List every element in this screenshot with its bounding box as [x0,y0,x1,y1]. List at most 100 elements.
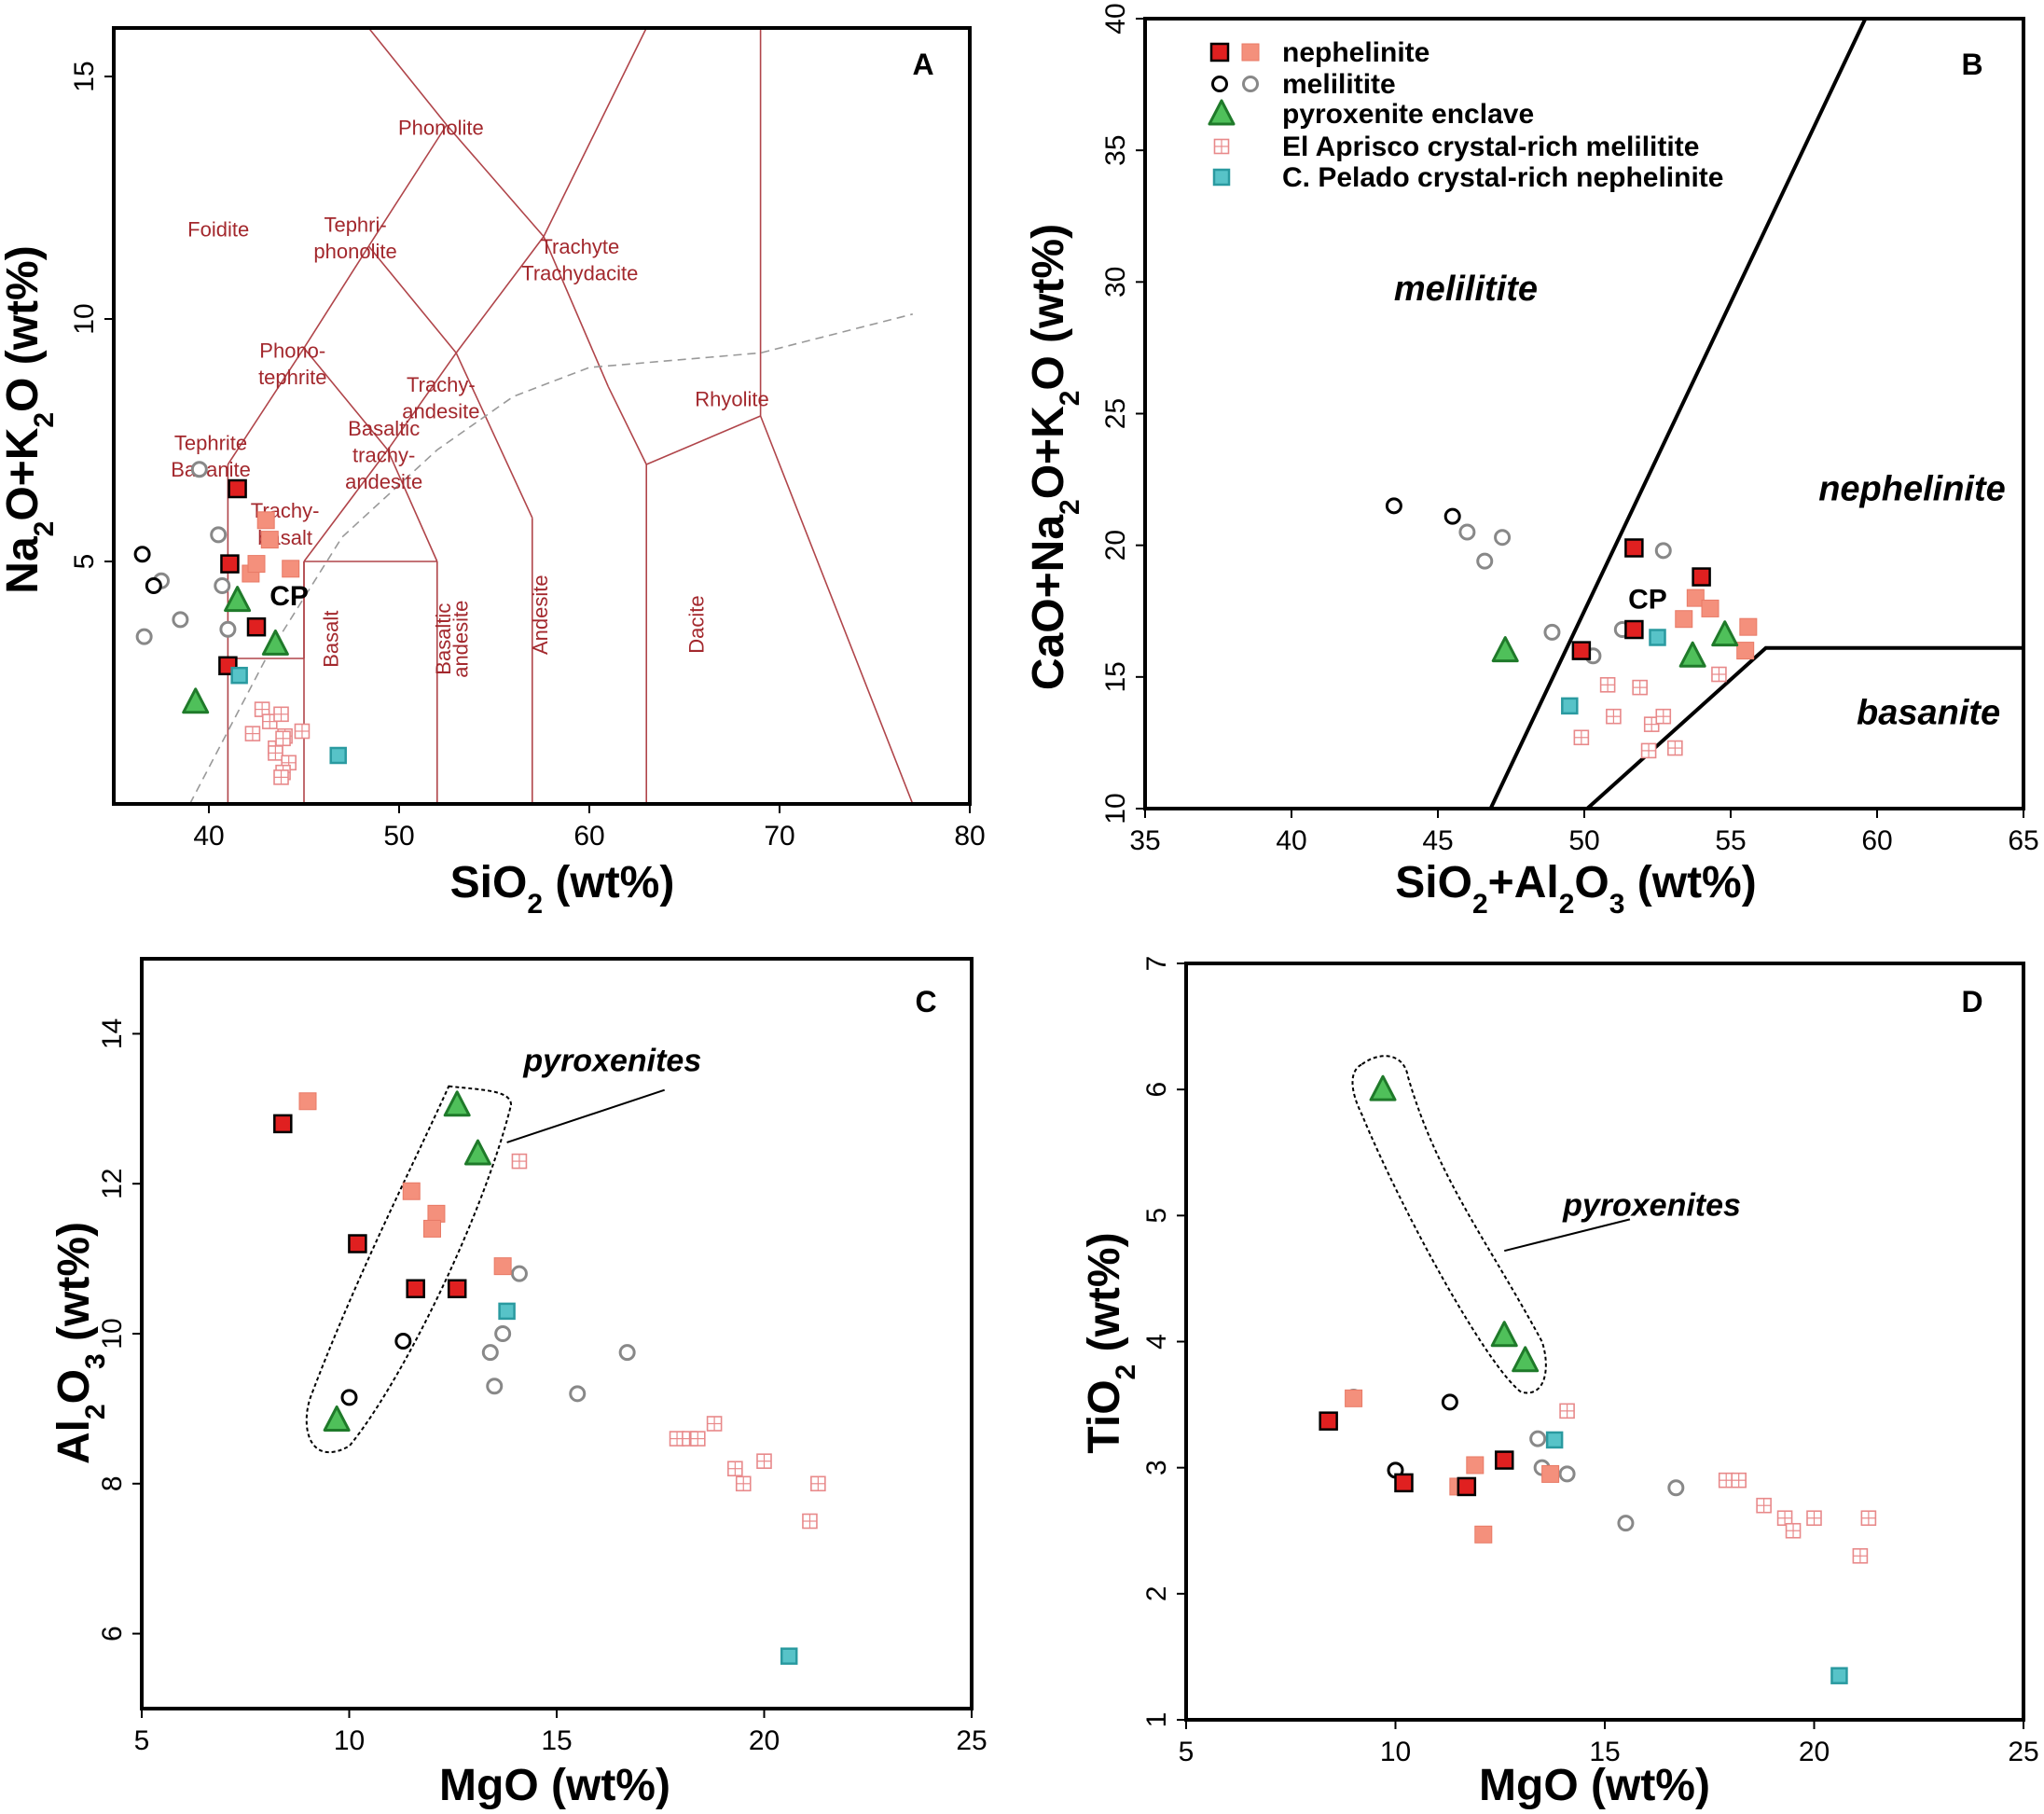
apr-marker [727,1461,743,1477]
y-tick-label: 1 [1141,1712,1172,1728]
y-tick-label: 4 [1141,1334,1172,1350]
apr-marker [1806,1510,1822,1527]
x-tick-label: 55 [1715,825,1746,856]
mel_light-marker [190,461,208,478]
mel_light-marker [569,1385,587,1403]
legend-label: nephelinite [1282,37,1429,68]
y-tick-label: 20 [1100,530,1131,561]
neph_dark-marker [1624,619,1644,640]
tas-field-label: Tephri- [324,213,386,236]
neph_light-marker [1541,1464,1560,1483]
panel-d-tio2-vs-mgo: 5 10 15 20 25 1 2 3 4 5 6 7 pyroxenites [1141,956,2039,1767]
y-tick-label: 3 [1141,1460,1172,1475]
apr-marker [1785,1522,1802,1539]
mel_dark-marker [145,577,162,594]
mel_dark-marker [394,1333,412,1350]
pel-marker [230,666,248,685]
tas-boundary [387,450,438,562]
pel-marker [1830,1667,1848,1684]
pel-marker [1545,1431,1564,1449]
tas-boundary [367,245,457,353]
neph_light-marker [427,1204,446,1223]
tas-boundary [455,353,533,519]
melilitite-nephelinite-boundary [1488,18,1868,810]
x-tick-label: 40 [1276,825,1306,856]
neph_dark-marker [348,1234,367,1253]
mel_light-marker [494,1325,512,1342]
y-tick-label: 6 [97,1626,128,1641]
tas-boundary [387,352,457,450]
tas-field-label: Phonolite [398,116,484,139]
legend-label: melilitite [1282,69,1396,100]
mel_light-marker [618,1344,636,1362]
tas-boundary [759,415,914,804]
neph_light-marker [247,555,266,574]
apr-marker [1718,1472,1734,1489]
mel_light-marker [1476,552,1494,570]
apr-marker [706,1416,723,1432]
panel-b-y-axis-label: CaO+Na2O+K2O (wt%) [1024,224,1085,690]
tas-boundary [455,236,545,353]
apr-marker [1643,716,1660,732]
pyx-marker [1491,636,1519,663]
apr-marker [689,1431,706,1447]
y-tick-label: 7 [1141,956,1172,972]
x-tick-label: 65 [2008,825,2038,856]
panel-c-letter: C [915,985,936,1018]
pyx-marker [1208,99,1236,126]
tas-boundary [607,386,647,465]
field-label: basanite [1857,694,2000,733]
neph_light-marker [1474,1525,1493,1544]
neph_dark-marker [1494,1450,1514,1470]
x-tick-label: 15 [1589,1737,1620,1767]
cp-label: CP [1628,584,1667,615]
neph_dark-marker [1394,1473,1414,1493]
neph_dark-marker [1692,567,1711,587]
pyx-marker [1490,1321,1518,1348]
mel_dark-marker [133,546,151,563]
y-tick-label: 15 [1100,661,1131,692]
neph_light-marker [423,1219,441,1238]
legend-item: melilitite [1211,69,1396,100]
y-tick-label: 30 [1100,267,1131,298]
neph_light-marker [1675,610,1693,629]
apr-marker [1559,1403,1575,1419]
pel-marker [1212,168,1231,187]
x-tick-label: 5 [134,1725,150,1756]
y-tick-label: 5 [1141,1208,1172,1224]
apr-marker [1599,677,1616,693]
x-tick-label: 60 [573,821,604,852]
panel-d-y-axis-label: TiO2 (wt%) [1080,1232,1141,1453]
panel-c-x-axis-label: MgO (wt%) [439,1761,670,1810]
mel_light-marker [1617,1515,1635,1532]
legend-label: C. Pelado crystal-rich nephelinite [1282,162,1723,193]
apr-marker [1606,708,1622,725]
mel_light-marker [486,1378,504,1395]
mel_light-marker [219,620,237,638]
tas-field-label: Phono- [259,339,325,363]
neph_dark-marker [1319,1411,1338,1431]
mel_light-marker [1543,623,1561,641]
panel-a-frame [112,26,972,806]
tas-boundary [303,245,370,349]
panel-c-frame [140,957,974,1710]
x-tick-label: 20 [1799,1737,1830,1767]
neph_dark-marker [1209,42,1230,62]
tas-field-label: Trachy- [407,373,476,396]
apr-marker [802,1513,818,1530]
neph_light-marker [298,1092,317,1111]
panel-a-x-axis-label: SiO2 (wt%) [450,858,675,920]
tas-field-label: andesite [345,470,422,493]
x-tick-label: 25 [2008,1737,2038,1767]
apr-marker [1860,1510,1877,1527]
apr-marker [244,726,261,741]
annotation-leader-line [506,1088,666,1143]
legend-item: C. Pelado crystal-rich nephelinite [1212,162,1723,193]
pel-marker [329,746,347,765]
pyx-marker [463,1139,491,1166]
pel-marker [780,1647,798,1665]
mel_dark-marker [1211,76,1228,92]
apr-marker [810,1475,826,1492]
mel_light-marker [214,577,231,594]
